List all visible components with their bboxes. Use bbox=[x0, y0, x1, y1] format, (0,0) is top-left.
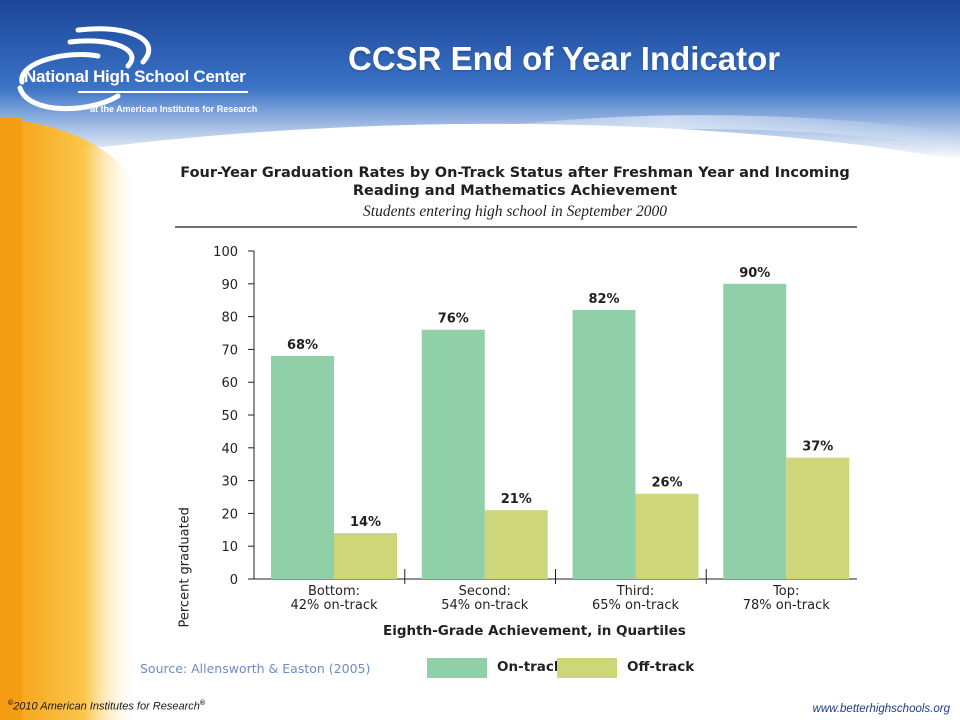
bar-off-track-1 bbox=[334, 533, 397, 579]
y-tick-label: 10 bbox=[221, 540, 238, 555]
organization-logo: National High School Center at the Ameri… bbox=[8, 22, 270, 120]
y-tick-label: 70 bbox=[221, 343, 238, 358]
x-category-label: 78% on-track bbox=[743, 598, 830, 613]
bar-data-label: 76% bbox=[438, 312, 469, 327]
source-citation: Source: Allensworth & Easton (2005) bbox=[140, 661, 371, 676]
bar-off-track-2 bbox=[484, 510, 548, 579]
bar-data-label: 26% bbox=[651, 476, 682, 491]
bar-data-label: 37% bbox=[802, 440, 833, 455]
x-category-label: Third: bbox=[616, 584, 655, 599]
bar-on-track-3 bbox=[572, 310, 636, 579]
bar-off-track-3 bbox=[635, 493, 699, 579]
y-tick-label: 30 bbox=[221, 475, 238, 490]
legend-label-on-track: On-track bbox=[497, 659, 563, 675]
y-tick-label: 80 bbox=[221, 311, 238, 326]
bar-chart: 0 10 20 30 40 50 60 70 80 90 100 68% 14% Bottom:42% o… bbox=[175, 226, 857, 613]
legend-label-off-track: Off-track bbox=[627, 659, 695, 675]
y-tick-label: 100 bbox=[213, 245, 238, 260]
registered-mark: ® bbox=[199, 700, 206, 707]
y-tick-label: 50 bbox=[221, 409, 238, 424]
x-category-label: Second: bbox=[459, 584, 511, 599]
chart-figure: Four-Year Graduation Rates by On-Track S… bbox=[165, 158, 865, 688]
y-tick-label: 40 bbox=[221, 442, 238, 457]
x-category-label: Bottom: bbox=[308, 584, 360, 599]
y-tick-label: 90 bbox=[221, 278, 238, 293]
x-category-label: 42% on-track bbox=[291, 598, 378, 613]
copyright-symbol: © bbox=[8, 700, 14, 707]
y-tick-label: 60 bbox=[221, 376, 238, 391]
bar-data-label: 90% bbox=[739, 266, 770, 281]
legend-swatch-off-track bbox=[557, 658, 617, 678]
copyright-notice: ©2010 American Institutes for Research® bbox=[8, 700, 205, 713]
x-axis-label: Eighth-Grade Achievement, in Quartiles bbox=[383, 623, 686, 639]
y-tick-label: 20 bbox=[221, 507, 238, 522]
chart-subtitle: Students entering high school in Septemb… bbox=[363, 203, 667, 220]
bar-data-label: 82% bbox=[588, 292, 619, 307]
bar-on-track-1 bbox=[271, 355, 334, 579]
bar-on-track-4 bbox=[723, 283, 787, 579]
website-link[interactable]: www.betterhighschools.org bbox=[812, 703, 950, 715]
legend-swatch-on-track bbox=[427, 658, 487, 678]
logo-subtitle: at the American Institutes for Research bbox=[90, 104, 258, 114]
bar-off-track-4 bbox=[786, 457, 850, 579]
x-category-label: Top: bbox=[772, 584, 799, 599]
y-axis-label: Percent graduated bbox=[177, 507, 193, 628]
bar-data-label: 68% bbox=[287, 338, 318, 353]
chart-title: Four-Year Graduation Rates by On-Track S… bbox=[180, 165, 850, 199]
y-tick-label: 0 bbox=[230, 573, 238, 588]
logo-swoosh-icon bbox=[17, 26, 248, 112]
bar-data-label: 21% bbox=[501, 492, 532, 507]
bar-data-label: 14% bbox=[350, 515, 381, 530]
slide-title: CCSR End of Year Indicator bbox=[348, 40, 781, 77]
logo-name: National High School Center bbox=[24, 67, 246, 86]
x-category-label: 65% on-track bbox=[592, 598, 679, 613]
x-category-label: 54% on-track bbox=[441, 598, 528, 613]
bar-on-track-2 bbox=[421, 329, 485, 579]
copyright-text: 2010 American Institutes for Research bbox=[13, 700, 200, 713]
